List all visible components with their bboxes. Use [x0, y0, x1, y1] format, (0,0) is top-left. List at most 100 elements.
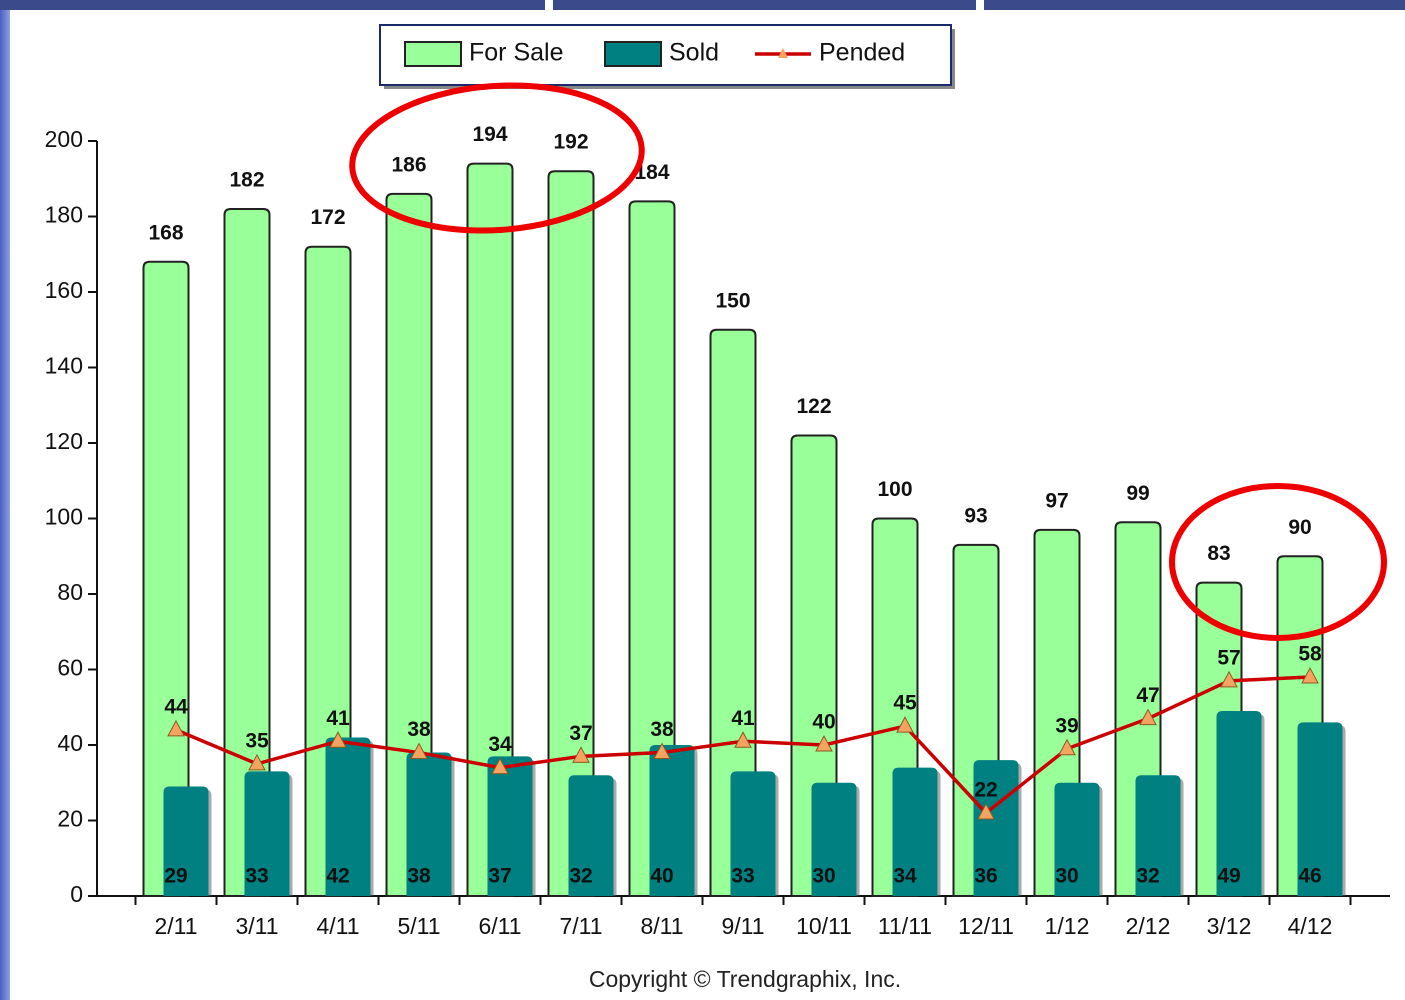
x-tick-label: 7/11 — [559, 913, 602, 939]
x-tick-label: 10/11 — [796, 913, 852, 939]
y-tick-label: 0 — [70, 881, 83, 907]
highlight-circle — [349, 82, 645, 234]
data-label: 168 — [148, 221, 183, 244]
bar — [547, 170, 595, 897]
x-tick-label: 2/11 — [154, 913, 197, 939]
x-tick-label: 4/11 — [316, 913, 359, 939]
bar — [730, 771, 776, 896]
bar — [1054, 782, 1100, 896]
highlight-circle — [1169, 483, 1387, 641]
x-tick-label: 9/11 — [721, 913, 764, 939]
bar — [466, 162, 514, 897]
x-tick-label: 2/12 — [1126, 913, 1171, 939]
data-label: 42 — [326, 865, 349, 888]
x-tick-label: 1/12 — [1045, 913, 1090, 939]
marker — [167, 719, 185, 737]
data-label: 38 — [407, 865, 431, 888]
marker — [1220, 670, 1238, 688]
x-tick-label: 8/11 — [640, 913, 683, 939]
bar — [568, 775, 614, 896]
data-label: 38 — [650, 718, 674, 741]
x-tick-label: 12/11 — [958, 913, 1014, 939]
bar — [223, 207, 271, 897]
bar — [811, 782, 857, 896]
x-tick-label: 6/11 — [478, 913, 521, 939]
data-label: 100 — [877, 478, 912, 501]
data-label: 37 — [569, 722, 592, 745]
legend-swatch — [604, 41, 662, 67]
bar — [709, 328, 757, 897]
data-label: 93 — [964, 504, 987, 527]
marker — [896, 716, 914, 733]
y-tick-label: 60 — [57, 655, 83, 681]
bar — [385, 192, 433, 897]
x-tick-label: 3/11 — [235, 913, 278, 939]
bar — [325, 737, 371, 896]
data-label: 184 — [634, 161, 669, 184]
marker — [410, 742, 428, 760]
marker — [248, 753, 266, 771]
data-label: 41 — [731, 707, 755, 730]
x-tick-label: 4/12 — [1288, 913, 1333, 939]
data-label: 33 — [731, 865, 754, 888]
tab-gap — [545, 0, 553, 10]
data-label: 39 — [1055, 714, 1078, 737]
data-label: 46 — [1298, 865, 1321, 888]
legend-swatch — [404, 41, 462, 67]
bar — [244, 771, 290, 896]
data-label: 44 — [164, 695, 188, 718]
y-tick-label: 160 — [45, 277, 83, 303]
data-label: 83 — [1207, 542, 1230, 565]
data-label: 35 — [245, 729, 269, 752]
marker — [734, 731, 752, 748]
data-label: 99 — [1126, 482, 1149, 505]
data-label: 40 — [650, 865, 673, 888]
data-label: 58 — [1298, 643, 1322, 666]
data-label: 194 — [472, 123, 507, 146]
data-label: 34 — [893, 865, 917, 888]
legend-label: Sold — [669, 39, 719, 67]
data-label: 32 — [1136, 865, 1159, 888]
data-label: 192 — [553, 131, 588, 154]
bar — [142, 260, 190, 897]
bar — [790, 434, 838, 897]
data-label: 97 — [1045, 489, 1068, 512]
marker — [329, 731, 347, 748]
data-label: 37 — [488, 865, 511, 888]
plot: 0 20 40 60 80 100 120 140 160 180 200 2/11 3/11 4/11 5… — [45, 123, 1390, 939]
marker — [653, 742, 671, 760]
marker — [977, 802, 995, 820]
x-tick-label: 5/11 — [397, 913, 440, 939]
bar — [1216, 711, 1262, 896]
marker — [1058, 738, 1076, 756]
side-strip — [0, 0, 10, 1000]
top-strip — [0, 0, 1405, 10]
marker — [572, 746, 590, 763]
marker — [815, 734, 833, 752]
legend-box — [379, 24, 952, 86]
data-label: 32 — [569, 865, 592, 888]
x-tick-label: 11/11 — [878, 913, 932, 939]
bar — [1135, 775, 1181, 896]
data-label: 150 — [715, 289, 750, 312]
bar — [1297, 722, 1343, 896]
data-label: 34 — [488, 733, 512, 756]
data-label: 30 — [1055, 865, 1078, 888]
legend-label: Pended — [819, 39, 905, 67]
data-label: 49 — [1217, 865, 1240, 888]
bar — [628, 200, 676, 897]
bar — [163, 786, 209, 896]
y-tick-label: 180 — [45, 202, 83, 228]
copyright: Copyright © Trendgraphix, Inc. — [589, 966, 901, 992]
data-label: 186 — [391, 153, 426, 176]
data-label: 30 — [812, 865, 835, 888]
data-label: 172 — [310, 206, 345, 229]
bar — [649, 745, 695, 896]
marker — [1301, 666, 1319, 684]
data-label: 90 — [1288, 516, 1311, 539]
tab-gap — [976, 0, 984, 10]
y-tick-label: 100 — [45, 504, 83, 530]
y-tick-label: 20 — [57, 806, 83, 832]
y-tick-label: 80 — [57, 579, 83, 605]
